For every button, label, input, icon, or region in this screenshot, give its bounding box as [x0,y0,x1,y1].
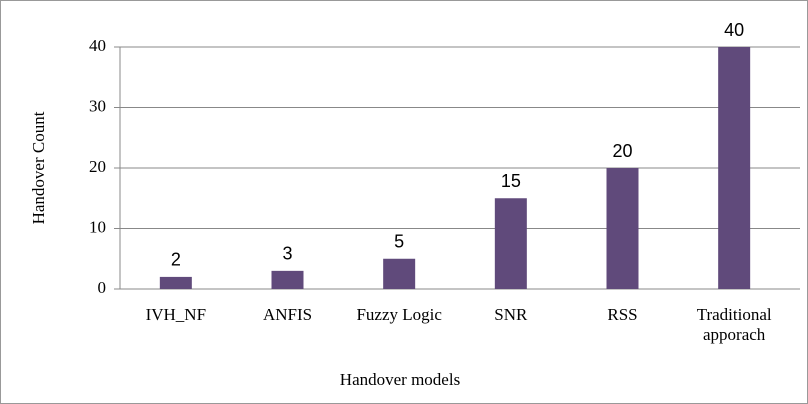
value-label: 3 [282,244,292,264]
y-tick-label: 0 [98,278,107,297]
bar [606,168,639,289]
value-label: 20 [612,141,632,161]
bar [494,198,527,289]
x-tick-label: RSS [607,305,637,324]
value-label: 5 [394,232,404,252]
x-tick-label: SNR [494,305,528,324]
x-tick-label: ANFIS [263,305,312,324]
bar [383,258,416,289]
value-label: 15 [501,171,521,191]
bar [271,270,304,289]
y-axis-title: Handover Count [29,111,48,224]
x-tick-label: Traditional apporach [697,305,772,344]
y-tick-label: 40 [89,36,106,55]
x-tick-label: IVH_NF [146,305,206,324]
bar [718,47,751,289]
x-tick-label: Fuzzy Logic [356,305,442,324]
y-tick-label: 30 [89,96,106,115]
value-label: 40 [724,20,744,40]
bar [159,276,192,289]
x-axis-title: Handover models [340,370,460,389]
y-tick-label: 10 [89,217,106,236]
value-label: 2 [171,250,181,270]
y-tick-label: 20 [89,157,106,176]
